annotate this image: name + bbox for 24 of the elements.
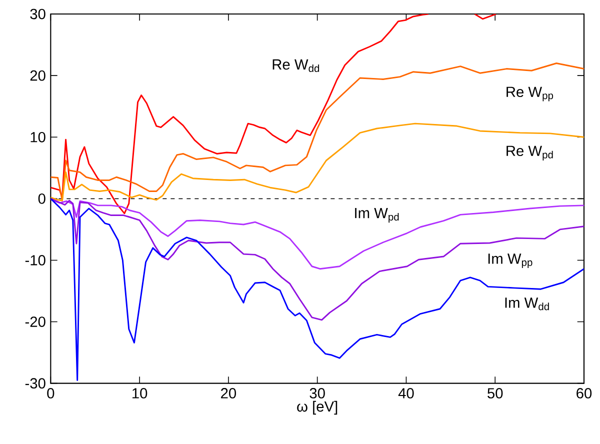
y-tick-label: 20 — [30, 70, 46, 81]
series-label: Re W$_{dd}$ — [272, 59, 320, 72]
x-tick-label: 60 — [576, 388, 592, 398]
series-label: Im W$_{pd}$ — [355, 208, 399, 223]
y-tick-label: 10 — [30, 132, 46, 142]
x-tick-label: 50 — [488, 388, 503, 398]
y-tick-label: 30 — [30, 8, 46, 20]
y-tick-label: -30 — [25, 378, 46, 389]
series-label: Im W$_{dd}$ — [505, 298, 549, 310]
series-label: Re W$_{pp}$ — [506, 86, 554, 102]
x-tick-label: 0 — [47, 388, 54, 398]
series-label: Re W$_{pd}$ — [506, 146, 553, 160]
line-series — [50, 122, 584, 202]
line-series — [50, 198, 584, 381]
y-tick-label: 0 — [38, 193, 46, 204]
x-tick-label: 30 — [310, 388, 325, 398]
x-tick-label: 20 — [221, 388, 236, 398]
series-label: Im W$_{pp}$ — [488, 254, 532, 268]
x-tick-label: 40 — [398, 388, 414, 398]
y-tick-label: -20 — [25, 316, 46, 327]
x-axis-title: ω [eV] — [297, 400, 338, 415]
line-series — [50, 198, 584, 321]
x-tick-label: 10 — [132, 388, 148, 398]
y-tick-label: -10 — [25, 255, 46, 266]
